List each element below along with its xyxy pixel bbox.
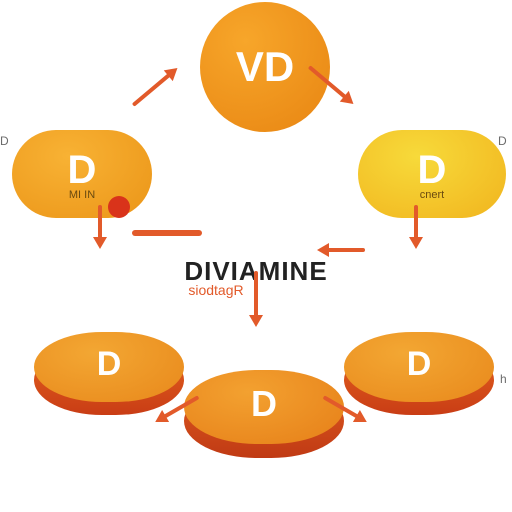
node-right-sub: cnert <box>420 189 444 201</box>
node-top-label: VD <box>236 43 294 91</box>
node-right: D cnert <box>358 130 506 218</box>
diagram-canvas: { "background_color": "#ffffff", "type":… <box>0 0 512 512</box>
node-bl-label: D <box>34 345 184 384</box>
node-right-label: D <box>418 148 447 193</box>
node-bottom-center: D <box>184 370 344 484</box>
node-left-sub: MI IN <box>69 189 95 201</box>
node-left-accent <box>108 196 130 218</box>
node-left: D MI IN <box>12 130 152 218</box>
node-left-label: D <box>68 148 97 193</box>
arrow-mid-down-c <box>247 271 265 329</box>
side-label-bottom-right: h <box>500 372 507 386</box>
side-label-left: D <box>0 134 9 148</box>
arrow-right-in <box>315 241 365 259</box>
center-sub: siodtagR <box>0 282 472 298</box>
arrow-mid-down-r <box>407 205 425 251</box>
connector-left <box>132 230 202 236</box>
node-br-label: D <box>344 345 494 384</box>
arrow-mid-down-l <box>91 205 109 251</box>
side-label-right: D <box>498 134 507 148</box>
arrow-top-left <box>127 60 185 112</box>
